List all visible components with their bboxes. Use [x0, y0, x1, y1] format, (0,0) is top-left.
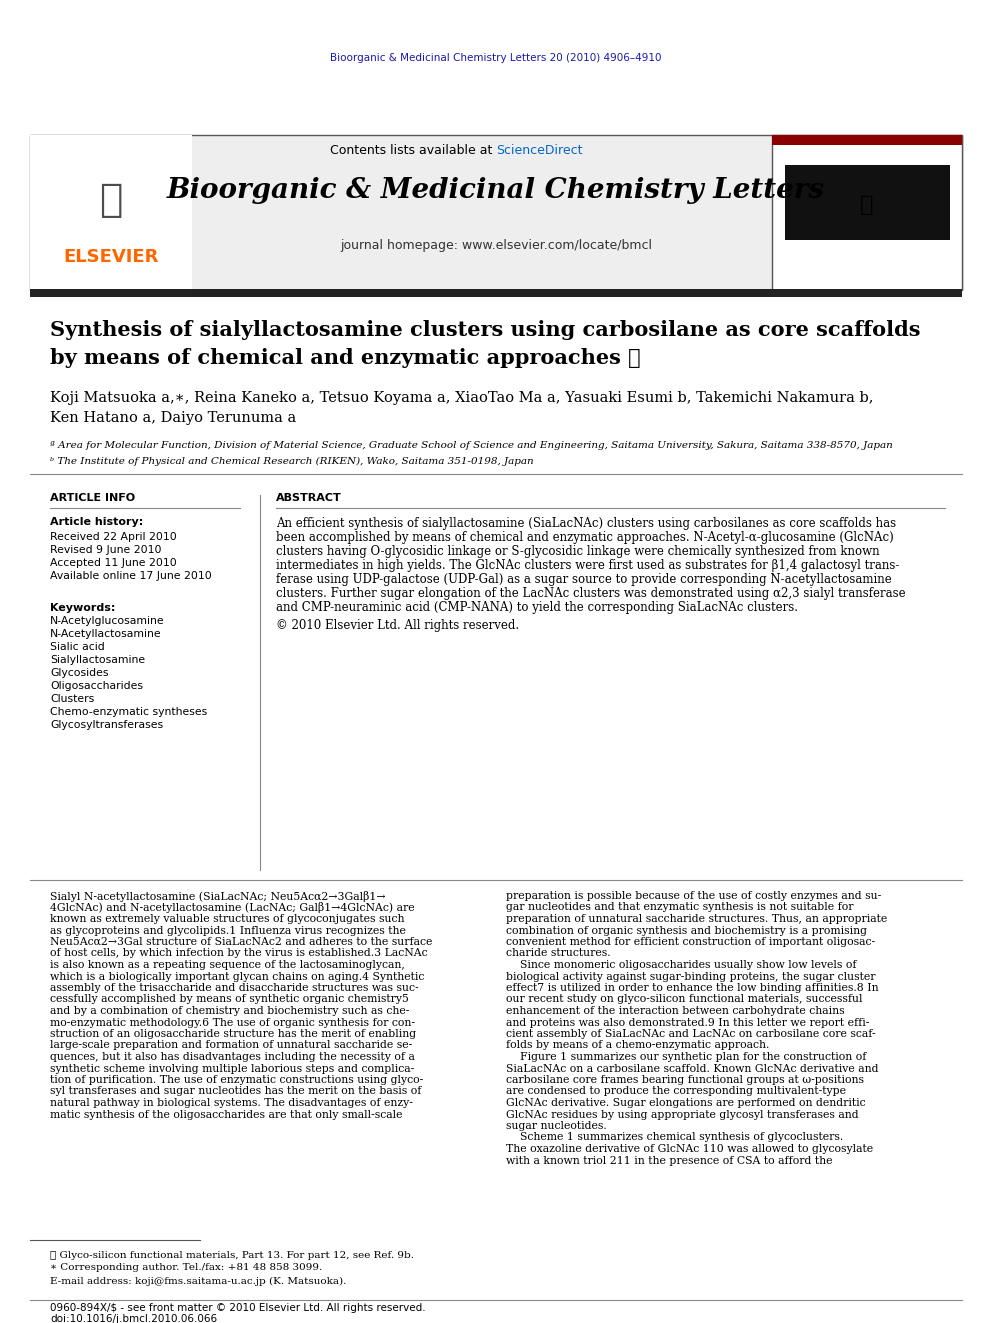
- Text: ARTICLE INFO: ARTICLE INFO: [50, 493, 135, 503]
- Text: GlcNAc derivative. Sugar elongations are performed on dendritic: GlcNAc derivative. Sugar elongations are…: [506, 1098, 866, 1107]
- Text: sugar nucleotides.: sugar nucleotides.: [506, 1121, 607, 1131]
- Text: syl transferases and sugar nucleotides has the merit on the basis of: syl transferases and sugar nucleotides h…: [50, 1086, 422, 1097]
- Text: 4GlcNAc) and N-acetyllactosamine (LacNAc; Galβ1→4GlcNAc) are: 4GlcNAc) and N-acetyllactosamine (LacNAc…: [50, 902, 415, 913]
- Text: cient assembly of SiaLacNAc and LacNAc on carbosilane core scaf-: cient assembly of SiaLacNAc and LacNAc o…: [506, 1029, 876, 1039]
- Text: N-Acetylglucosamine: N-Acetylglucosamine: [50, 617, 165, 626]
- Text: by means of chemical and enzymatic approaches ☆: by means of chemical and enzymatic appro…: [50, 348, 641, 368]
- Text: 0960-894X/$ - see front matter © 2010 Elsevier Ltd. All rights reserved.: 0960-894X/$ - see front matter © 2010 El…: [50, 1303, 426, 1312]
- Text: Glycosyltransferases: Glycosyltransferases: [50, 720, 163, 730]
- Text: © 2010 Elsevier Ltd. All rights reserved.: © 2010 Elsevier Ltd. All rights reserved…: [276, 618, 519, 631]
- Text: Oligosaccharides: Oligosaccharides: [50, 681, 143, 691]
- Text: GlcNAc residues by using appropriate glycosyl transferases and: GlcNAc residues by using appropriate gly…: [506, 1110, 859, 1119]
- Text: mo-enzymatic methodology.6 The use of organic synthesis for con-: mo-enzymatic methodology.6 The use of or…: [50, 1017, 415, 1028]
- Text: cessfully accomplished by means of synthetic organic chemistry5: cessfully accomplished by means of synth…: [50, 995, 409, 1004]
- Text: Since monomeric oligosaccharides usually show low levels of: Since monomeric oligosaccharides usually…: [506, 960, 856, 970]
- Text: ª Area for Molecular Function, Division of Material Science, Graduate School of : ª Area for Molecular Function, Division …: [50, 442, 893, 451]
- Text: Revised 9 June 2010: Revised 9 June 2010: [50, 545, 162, 556]
- Text: are condensed to produce the corresponding multivalent-type: are condensed to produce the correspondi…: [506, 1086, 846, 1097]
- Text: convenient method for efficient construction of important oligosac-: convenient method for efficient construc…: [506, 937, 875, 947]
- Text: combination of organic synthesis and biochemistry is a promising: combination of organic synthesis and bio…: [506, 926, 867, 935]
- Text: 🧬: 🧬: [860, 194, 874, 216]
- Text: Bioorganic & Medicinal Chemistry Letters: Bioorganic & Medicinal Chemistry Letters: [167, 176, 825, 204]
- Text: Sialyl N-acetyllactosamine (SiaLacNAc; Neu5Acα2→3Galβ1→: Sialyl N-acetyllactosamine (SiaLacNAc; N…: [50, 890, 386, 901]
- Text: Contents lists available at: Contents lists available at: [329, 143, 496, 156]
- Text: Bioorganic & Medicinal Chemistry Letters 20 (2010) 4906–4910: Bioorganic & Medicinal Chemistry Letters…: [330, 53, 662, 64]
- Text: and by a combination of chemistry and biochemistry such as che-: and by a combination of chemistry and bi…: [50, 1005, 410, 1016]
- Text: enhancement of the interaction between carbohydrate chains: enhancement of the interaction between c…: [506, 1005, 844, 1016]
- Text: carbosilane core frames bearing functional groups at ω-positions: carbosilane core frames bearing function…: [506, 1076, 864, 1085]
- Text: and proteins was also demonstrated.9 In this letter we report effi-: and proteins was also demonstrated.9 In …: [506, 1017, 869, 1028]
- Text: Koji Matsuoka a,∗, Reina Kaneko a, Tetsuo Koyama a, XiaoTao Ma a, Yasuaki Esumi : Koji Matsuoka a,∗, Reina Kaneko a, Tetsu…: [50, 392, 874, 405]
- Text: ∗ Corresponding author. Tel./fax: +81 48 858 3099.: ∗ Corresponding author. Tel./fax: +81 48…: [50, 1263, 322, 1273]
- Text: and CMP-neuraminic acid (CMP-NANA) to yield the corresponding SiaLacNAc clusters: and CMP-neuraminic acid (CMP-NANA) to yi…: [276, 601, 798, 614]
- Text: Article history:: Article history:: [50, 517, 143, 527]
- Text: Glycosides: Glycosides: [50, 668, 108, 677]
- Text: charide structures.: charide structures.: [506, 949, 611, 958]
- FancyBboxPatch shape: [772, 135, 962, 146]
- Text: our recent study on glyco-silicon functional materials, successful: our recent study on glyco-silicon functi…: [506, 995, 862, 1004]
- Text: which is a biologically important glycan chains on aging.4 Synthetic: which is a biologically important glycan…: [50, 971, 425, 982]
- Text: been accomplished by means of chemical and enzymatic approaches. N-Acetyl-α-gluc: been accomplished by means of chemical a…: [276, 531, 894, 544]
- FancyBboxPatch shape: [772, 135, 962, 290]
- Text: journal homepage: www.elsevier.com/locate/bmcl: journal homepage: www.elsevier.com/locat…: [340, 238, 652, 251]
- Text: Clusters: Clusters: [50, 695, 94, 704]
- Text: effect7 is utilized in order to enhance the low binding affinities.8 In: effect7 is utilized in order to enhance …: [506, 983, 879, 994]
- Text: ferase using UDP-galactose (UDP-Gal) as a sugar source to provide corresponding : ferase using UDP-galactose (UDP-Gal) as …: [276, 573, 892, 586]
- FancyBboxPatch shape: [30, 135, 192, 290]
- Text: E-mail address: koji@fms.saitama-u.ac.jp (K. Matsuoka).: E-mail address: koji@fms.saitama-u.ac.jp…: [50, 1277, 346, 1286]
- Text: Received 22 April 2010: Received 22 April 2010: [50, 532, 177, 542]
- Text: Sialic acid: Sialic acid: [50, 642, 105, 652]
- Text: 🌳: 🌳: [99, 181, 123, 220]
- Text: intermediates in high yields. The GlcNAc clusters were first used as substrates : intermediates in high yields. The GlcNAc…: [276, 558, 900, 572]
- Text: Neu5Acα2→3Gal structure of SiaLacNAc2 and adheres to the surface: Neu5Acα2→3Gal structure of SiaLacNAc2 an…: [50, 937, 433, 947]
- FancyBboxPatch shape: [30, 288, 962, 296]
- Text: Scheme 1 summarizes chemical synthesis of glycoclusters.: Scheme 1 summarizes chemical synthesis o…: [506, 1132, 843, 1143]
- Text: tion of purification. The use of enzymatic constructions using glyco-: tion of purification. The use of enzymat…: [50, 1076, 424, 1085]
- FancyBboxPatch shape: [30, 135, 962, 290]
- Text: clusters having O-glycosidic linkage or S-glycosidic linkage were chemically syn: clusters having O-glycosidic linkage or …: [276, 545, 880, 557]
- Text: quences, but it also has disadvantages including the necessity of a: quences, but it also has disadvantages i…: [50, 1052, 415, 1062]
- Text: Accepted 11 June 2010: Accepted 11 June 2010: [50, 558, 177, 568]
- Text: ScienceDirect: ScienceDirect: [496, 143, 582, 156]
- Text: ELSEVIER: ELSEVIER: [63, 247, 159, 266]
- Text: ☆ Glyco-silicon functional materials, Part 13. For part 12, see Ref. 9b.: ☆ Glyco-silicon functional materials, Pa…: [50, 1250, 414, 1259]
- Text: struction of an oligosaccharide structure has the merit of enabling: struction of an oligosaccharide structur…: [50, 1029, 416, 1039]
- Text: is also known as a repeating sequence of the lactosaminoglycan,: is also known as a repeating sequence of…: [50, 960, 405, 970]
- Text: synthetic scheme involving multiple laborious steps and complica-: synthetic scheme involving multiple labo…: [50, 1064, 415, 1073]
- Text: Chemo-enzymatic syntheses: Chemo-enzymatic syntheses: [50, 706, 207, 717]
- Text: ABSTRACT: ABSTRACT: [276, 493, 342, 503]
- Text: ᵇ The Institute of Physical and Chemical Research (RIKEN), Wako, Saitama 351-019: ᵇ The Institute of Physical and Chemical…: [50, 456, 534, 466]
- Text: SiaLacNAc on a carbosilane scaffold. Known GlcNAc derivative and: SiaLacNAc on a carbosilane scaffold. Kno…: [506, 1064, 879, 1073]
- Text: The oxazoline derivative of GlcNAc 110 was allowed to glycosylate: The oxazoline derivative of GlcNAc 110 w…: [506, 1144, 873, 1154]
- Text: large-scale preparation and formation of unnatural saccharide se-: large-scale preparation and formation of…: [50, 1040, 413, 1050]
- Text: preparation of unnatural saccharide structures. Thus, an appropriate: preparation of unnatural saccharide stru…: [506, 914, 887, 923]
- Text: Synthesis of sialyllactosamine clusters using carbosilane as core scaffolds: Synthesis of sialyllactosamine clusters …: [50, 320, 921, 340]
- Text: N-Acetyllactosamine: N-Acetyllactosamine: [50, 628, 162, 639]
- Text: Keywords:: Keywords:: [50, 603, 115, 613]
- Text: Figure 1 summarizes our synthetic plan for the construction of: Figure 1 summarizes our synthetic plan f…: [506, 1052, 866, 1062]
- Text: An efficient synthesis of sialyllactosamine (SiaLacNAc) clusters using carbosila: An efficient synthesis of sialyllactosam…: [276, 516, 896, 529]
- Text: biological activity against sugar-binding proteins, the sugar cluster: biological activity against sugar-bindin…: [506, 971, 876, 982]
- Text: Sialyllactosamine: Sialyllactosamine: [50, 655, 145, 665]
- Text: of host cells, by which infection by the virus is established.3 LacNAc: of host cells, by which infection by the…: [50, 949, 428, 958]
- Text: Ken Hatano a, Daiyo Terunuma a: Ken Hatano a, Daiyo Terunuma a: [50, 411, 297, 425]
- Text: gar nucleotides and that enzymatic synthesis is not suitable for: gar nucleotides and that enzymatic synth…: [506, 902, 853, 913]
- Text: matic synthesis of the oligosaccharides are that only small-scale: matic synthesis of the oligosaccharides …: [50, 1110, 403, 1119]
- Text: natural pathway in biological systems. The disadvantages of enzy-: natural pathway in biological systems. T…: [50, 1098, 413, 1107]
- Text: known as extremely valuable structures of glycoconjugates such: known as extremely valuable structures o…: [50, 914, 405, 923]
- FancyBboxPatch shape: [785, 165, 950, 239]
- Text: clusters. Further sugar elongation of the LacNAc clusters was demonstrated using: clusters. Further sugar elongation of th…: [276, 586, 906, 599]
- Text: as glycoproteins and glycolipids.1 Influenza virus recognizes the: as glycoproteins and glycolipids.1 Influ…: [50, 926, 406, 935]
- Text: doi:10.1016/j.bmcl.2010.06.066: doi:10.1016/j.bmcl.2010.06.066: [50, 1314, 217, 1323]
- Text: with a known triol 211 in the presence of CSA to afford the: with a known triol 211 in the presence o…: [506, 1155, 832, 1166]
- Text: folds by means of a chemo-enzymatic approach.: folds by means of a chemo-enzymatic appr…: [506, 1040, 770, 1050]
- Text: assembly of the trisaccharide and disaccharide structures was suc-: assembly of the trisaccharide and disacc…: [50, 983, 419, 994]
- Text: preparation is possible because of the use of costly enzymes and su-: preparation is possible because of the u…: [506, 890, 881, 901]
- Text: Available online 17 June 2010: Available online 17 June 2010: [50, 572, 211, 581]
